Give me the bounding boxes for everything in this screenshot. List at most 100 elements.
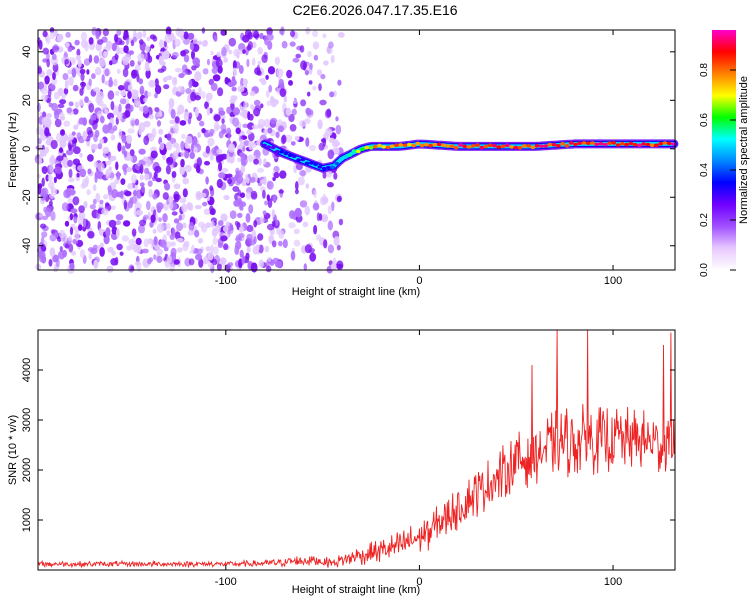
noise-blob: [235, 167, 240, 175]
noise-blob: [290, 141, 296, 146]
track-cell: [274, 149, 280, 154]
noise-blob: [129, 156, 133, 162]
track-cell: [556, 144, 561, 148]
noise-blob: [51, 53, 57, 60]
noise-blob: [166, 229, 171, 237]
noise-blob: [76, 48, 81, 57]
noise-blob: [307, 50, 312, 58]
noise-blob: [251, 141, 257, 148]
noise-blob: [219, 114, 226, 120]
noise-blob: [189, 151, 195, 160]
x-tick-label: -100: [215, 275, 237, 287]
noise-blob: [326, 170, 332, 178]
noise-blob: [216, 148, 223, 155]
noise-blob: [336, 244, 341, 251]
noise-blob: [144, 52, 149, 61]
noise-blob: [63, 189, 71, 199]
noise-blob: [227, 130, 231, 141]
noise-blob: [302, 221, 309, 228]
noise-blob: [295, 181, 299, 191]
spectrogram-x-ticks: -100 0 100: [215, 30, 622, 287]
noise-blob: [41, 177, 45, 187]
noise-blob: [109, 157, 114, 162]
noise-blob: [242, 49, 246, 54]
noise-blob: [44, 127, 50, 137]
noise-blob: [216, 178, 223, 189]
noise-blob: [201, 40, 208, 47]
noise-blob: [205, 92, 213, 101]
noise-blob: [165, 141, 173, 151]
noise-blob: [210, 50, 215, 56]
noise-blob: [44, 75, 50, 85]
noise-blob: [274, 260, 282, 268]
noise-blob: [131, 154, 138, 163]
noise-blob: [74, 39, 80, 46]
noise-blob: [51, 77, 58, 86]
track-cell: [645, 142, 651, 147]
noise-blob: [278, 240, 283, 247]
track-cell: [415, 141, 421, 146]
noise-blob: [207, 137, 215, 147]
noise-blob: [246, 224, 254, 233]
noise-blob: [199, 120, 205, 127]
noise-blob: [218, 172, 226, 179]
noise-blob: [320, 214, 329, 223]
track-cell: [509, 145, 514, 149]
noise-blob: [185, 88, 192, 94]
noise-blob: [335, 124, 342, 135]
noise-blob: [105, 160, 112, 166]
noise-blob: [40, 149, 47, 157]
noise-blob: [282, 238, 288, 249]
noise-blob: [154, 107, 160, 113]
noise-blob: [239, 139, 244, 149]
noise-blob: [194, 71, 202, 82]
noise-blob: [138, 78, 144, 85]
noise-blob: [313, 189, 317, 199]
noise-blob: [105, 168, 111, 177]
noise-blob: [68, 168, 73, 179]
noise-blob: [222, 225, 229, 233]
noise-blob: [147, 133, 155, 142]
noise-blob: [135, 101, 141, 108]
noise-blob: [201, 91, 206, 99]
noise-blob: [86, 69, 90, 75]
noise-blob: [48, 102, 54, 108]
noise-blob: [53, 187, 57, 196]
noise-blob: [150, 214, 156, 224]
noise-blob: [99, 247, 105, 257]
noise-blob: [80, 39, 88, 49]
noise-blob: [107, 90, 115, 100]
track-cell: [296, 158, 301, 162]
noise-blob: [182, 49, 190, 55]
track-cell: [466, 145, 472, 149]
track-cell: [445, 144, 451, 148]
track-cell: [449, 144, 455, 148]
noise-blob: [239, 192, 246, 198]
noise-blob: [305, 26, 311, 35]
noise-blob: [179, 120, 187, 126]
noise-blob: [271, 220, 276, 227]
noise-blob: [143, 238, 149, 248]
noise-blob: [124, 190, 132, 197]
noise-blob: [145, 45, 150, 53]
noise-blob: [166, 133, 172, 141]
noise-blob: [333, 141, 341, 147]
noise-blob: [217, 220, 224, 227]
noise-blob: [134, 163, 141, 171]
noise-blob: [70, 208, 78, 214]
noise-blob: [257, 60, 261, 66]
noise-blob: [88, 103, 95, 113]
noise-blob: [77, 215, 85, 226]
noise-blob: [218, 161, 223, 172]
noise-blob: [271, 240, 277, 248]
track-cell: [475, 143, 480, 147]
noise-blob: [198, 258, 204, 268]
noise-blob: [257, 123, 264, 129]
noise-blob: [279, 29, 284, 35]
track-cell: [585, 141, 591, 145]
noise-blob: [195, 253, 203, 261]
snr-y-ticks: 1000 2000 3000 4000: [21, 358, 675, 532]
noise-blob: [145, 68, 151, 79]
noise-blob: [73, 216, 78, 224]
cb-tick-label: 0.6: [699, 113, 710, 127]
